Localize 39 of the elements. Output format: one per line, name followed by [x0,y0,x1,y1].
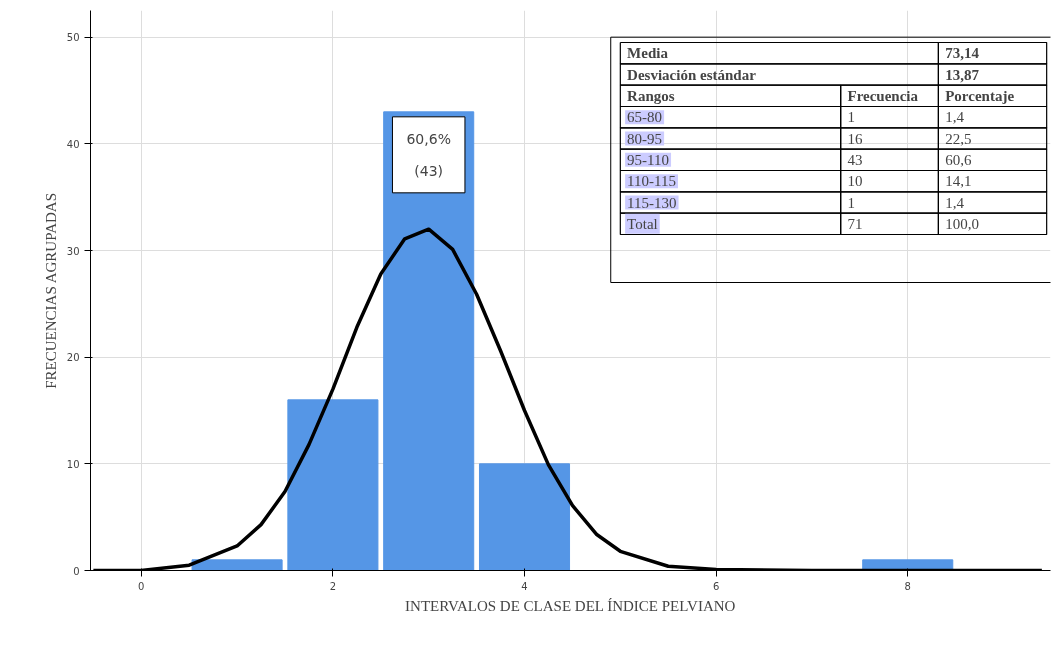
annotation: 1,4 [945,109,965,126]
annotation: 1,4 [945,194,965,211]
y-tick-label: 10 [66,458,80,470]
y-axis-title: FRECUENCIAS AGRUPADAS [42,193,59,389]
annotation: Rangos [627,87,675,104]
annotation: 115-130 [627,194,677,211]
annotation: 43 [847,151,863,168]
annotation: Porcentaje [945,87,1015,104]
annotation: 65-80 [627,109,663,126]
annotation: 73,14 [945,45,980,62]
annotation: 110-115 [627,173,676,190]
annotation: 22,5 [945,130,972,147]
annotation: Total [627,215,658,232]
annotation: Frecuencia [847,87,919,104]
x-axis-title: INTERVALOS DE CLASE DEL ÍNDICE PELVIANO [405,597,736,614]
x-tick-label: 2 [329,580,337,592]
y-tick-label: 20 [66,352,80,364]
y-tick-label: 40 [66,138,80,150]
y-tick-label: 30 [66,245,80,257]
x-tick-label: 8 [904,580,911,592]
annotation: 95-110 [627,151,670,168]
annotation: 10 [847,173,863,190]
annotation: 1 [847,194,855,211]
y-tick-label: 50 [66,32,80,44]
annotation: 16 [847,130,863,147]
annotation: 100,0 [945,215,979,232]
annotation: 1 [847,109,855,126]
annotation: 60,6 [945,151,972,168]
annotation: 71 [847,215,863,232]
annotation: 80-95 [627,130,663,147]
annotation: 13,87 [945,66,980,83]
annotation: Desviación estándar [627,66,757,83]
annotation: 60,6% (43) [406,130,451,179]
x-tick-label: 6 [712,580,720,592]
y-tick-label: 0 [73,565,80,577]
annotation: 14,1 [945,173,972,190]
x-tick-label: 0 [138,580,145,592]
x-tick-label: 4 [521,580,528,592]
annotation: Media [627,45,669,62]
